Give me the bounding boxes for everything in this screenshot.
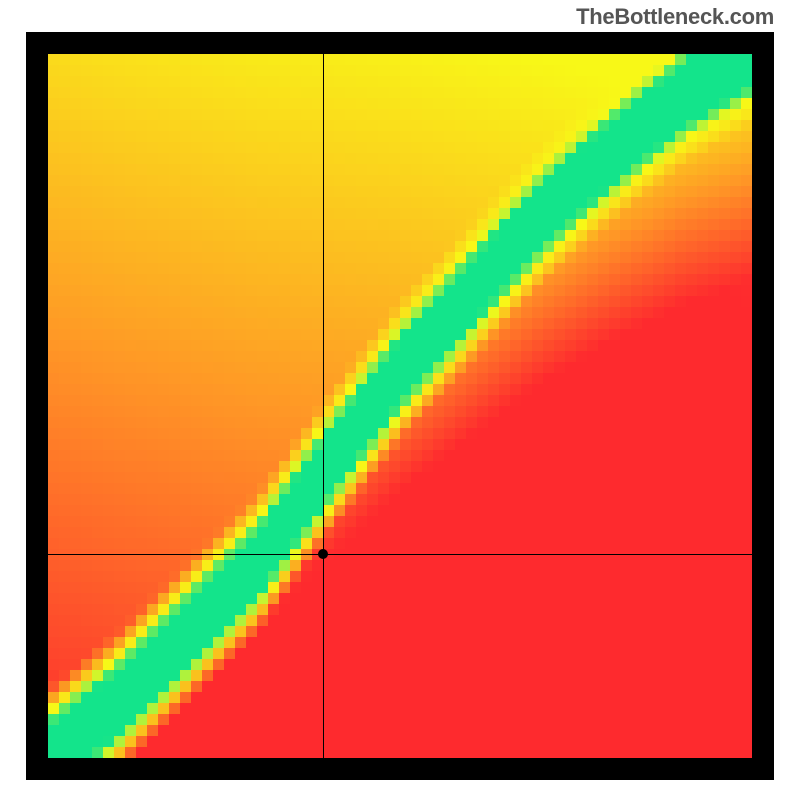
watermark-text: TheBottleneck.com [576,4,774,30]
heatmap-canvas [48,54,752,758]
heatmap-plot-area [48,54,752,758]
heatmap-chart [26,32,774,780]
